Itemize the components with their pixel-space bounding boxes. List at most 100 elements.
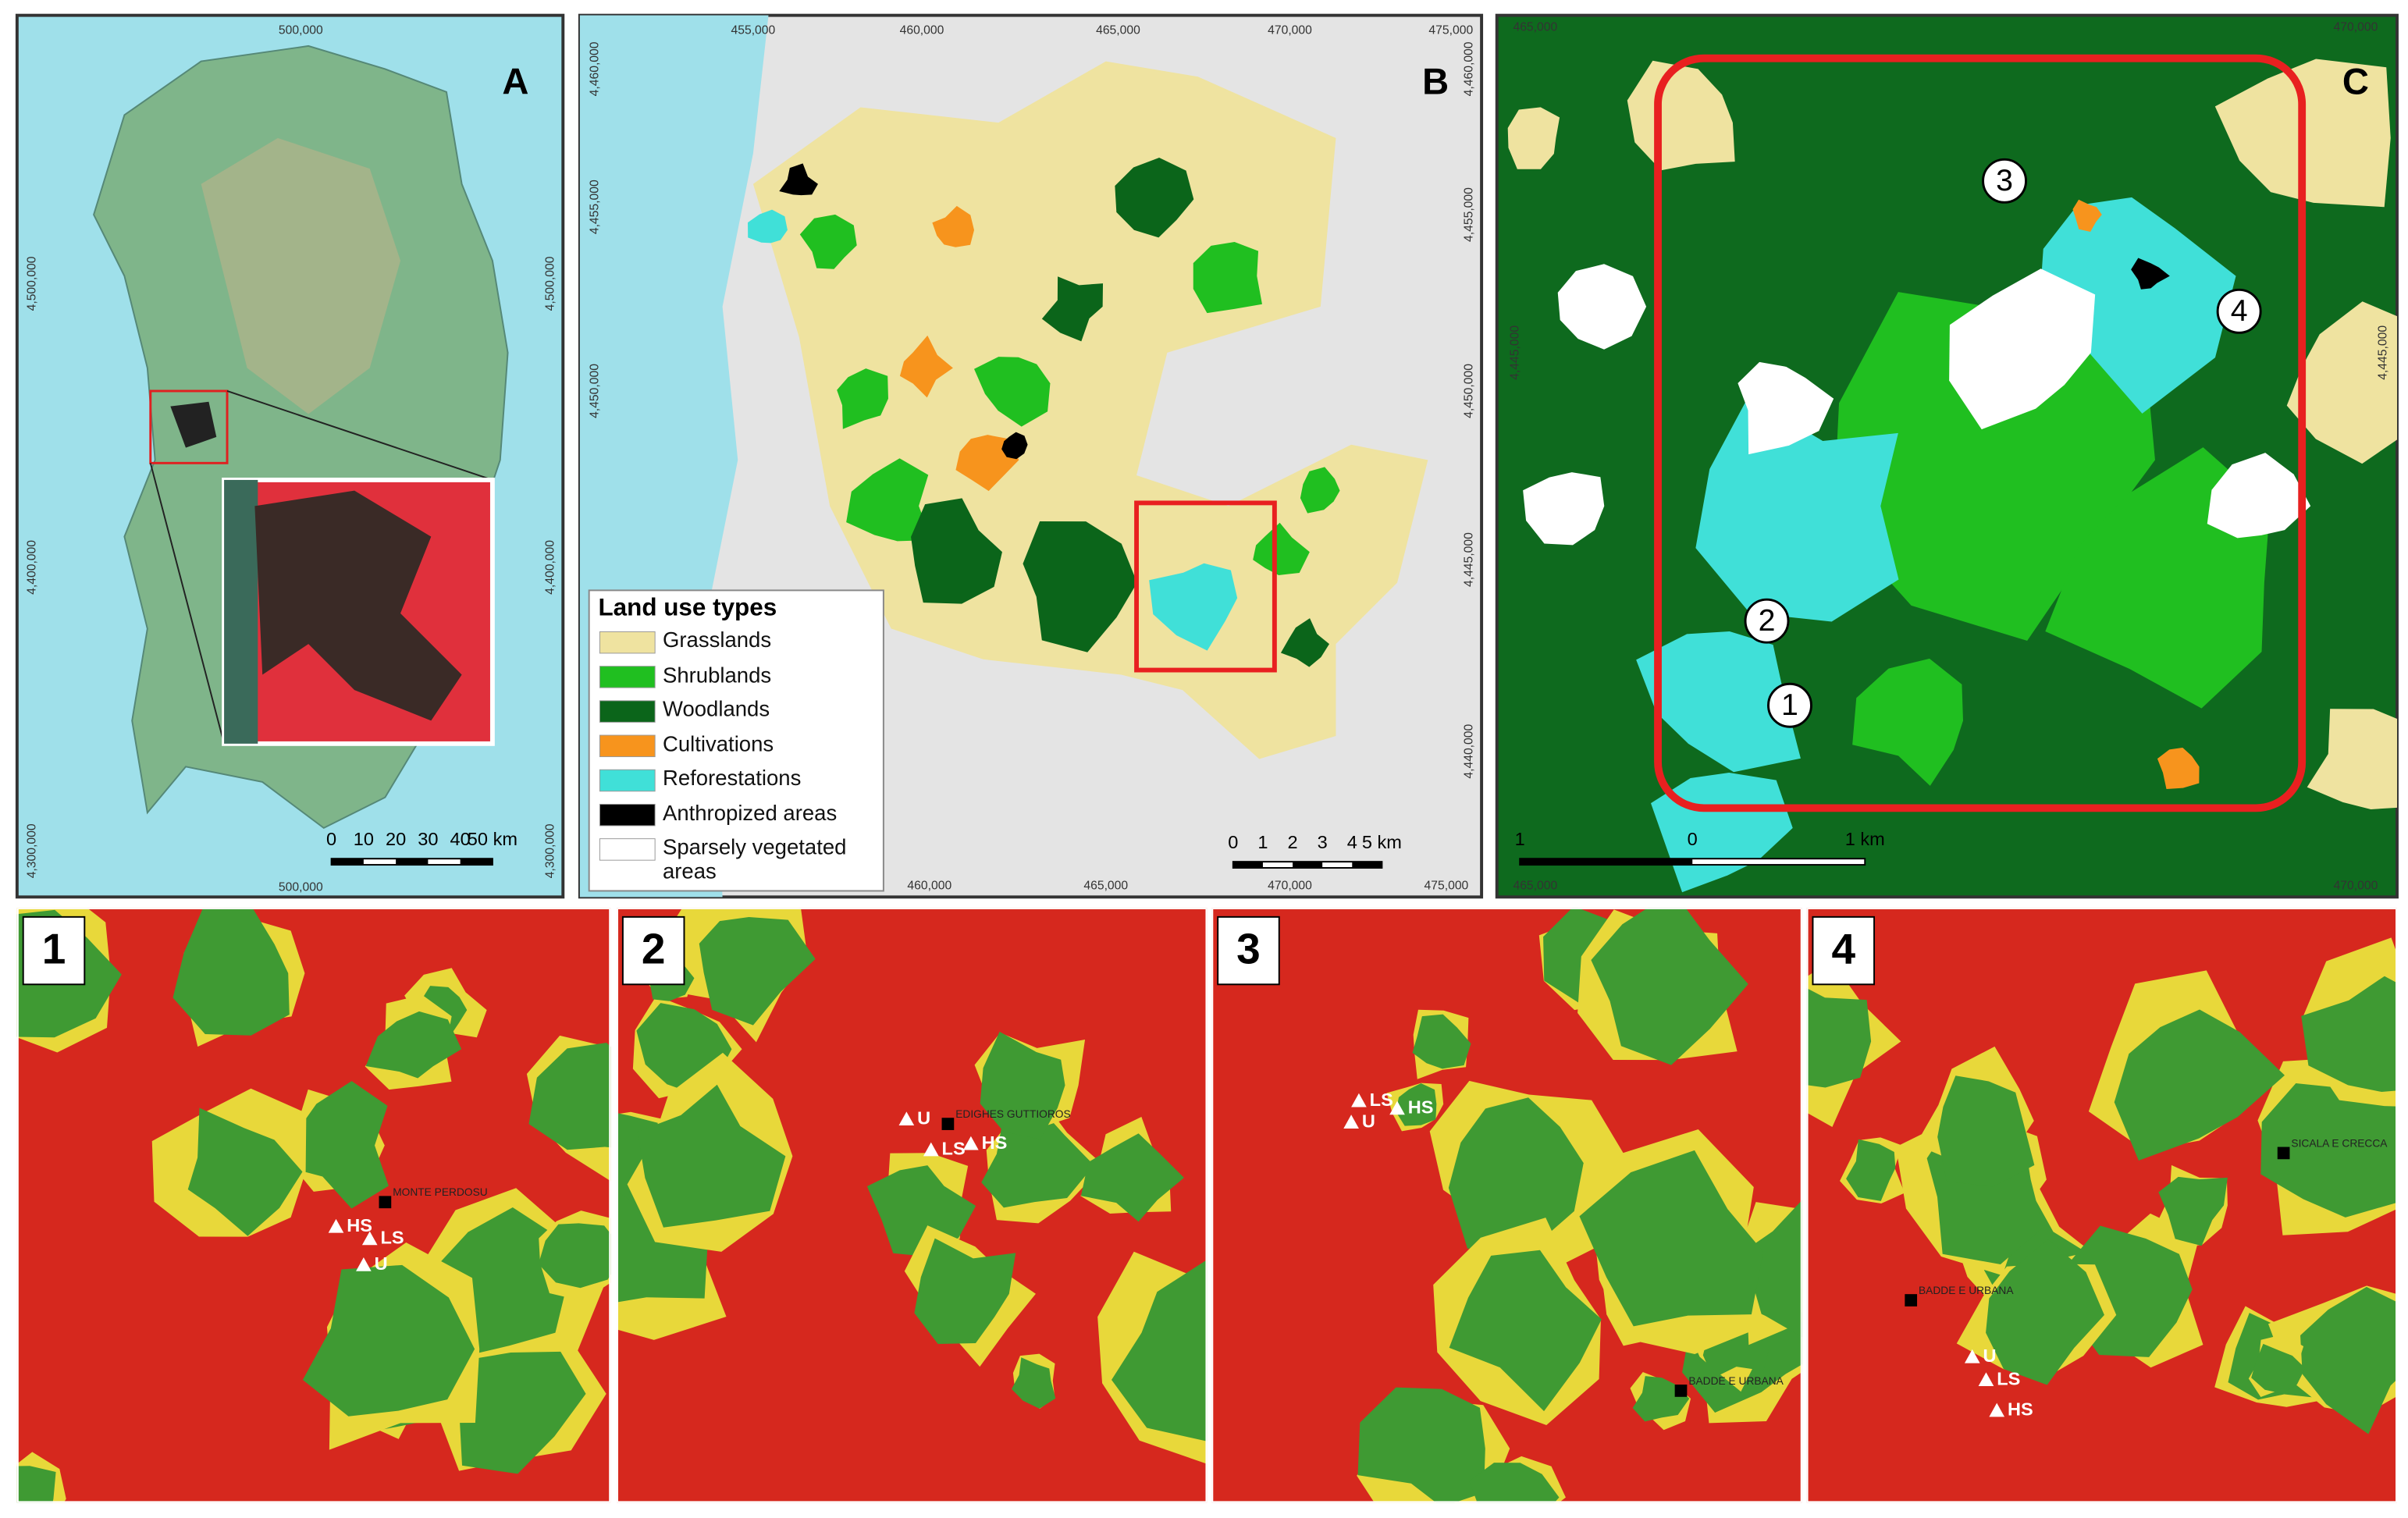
scale-segment <box>1520 859 1693 866</box>
patch <box>1011 1357 1056 1409</box>
tick-label: 500,000 <box>279 23 323 37</box>
study-area <box>1654 54 2307 812</box>
patch <box>173 908 290 1036</box>
patch <box>1412 1014 1471 1069</box>
tick-label: 470,000 <box>1268 880 1312 893</box>
scale-label: 10 <box>354 829 374 849</box>
tick-label: 4,455,000 <box>1463 187 1476 242</box>
tick-label: 4,445,000 <box>1463 532 1476 587</box>
patch <box>451 1346 586 1474</box>
patch <box>1041 276 1104 342</box>
scale-segment <box>1232 862 1263 868</box>
patch <box>1448 1097 1584 1249</box>
patch <box>799 214 857 269</box>
tick-label: 4,300,000 <box>26 823 39 878</box>
tick-label: 475,000 <box>1425 880 1469 893</box>
plot-marker <box>1343 1115 1359 1129</box>
patch <box>1949 268 2096 430</box>
scale-label: 0 <box>326 829 336 849</box>
scale-label: 5 km <box>1362 832 1402 852</box>
legend-label: Reforestations <box>662 765 802 790</box>
patch <box>1738 361 1834 455</box>
patch <box>2286 301 2397 464</box>
patch <box>283 1081 389 1209</box>
panel-a <box>15 13 565 899</box>
plot-marker <box>328 1218 344 1233</box>
site-marker <box>1982 158 2028 204</box>
site-marker <box>1767 682 1812 728</box>
plot-marker <box>1989 1402 2005 1417</box>
scale-label: 30 <box>418 829 438 849</box>
plot-label: HS <box>982 1132 1008 1153</box>
patch <box>1193 242 1262 314</box>
place-name: MONTE PERDOSU <box>393 1186 487 1198</box>
patch <box>1695 396 1899 622</box>
patch <box>1986 1239 2104 1385</box>
patch <box>1846 1139 1896 1201</box>
tick-label: 4,450,000 <box>589 364 602 418</box>
patch <box>1115 157 1194 238</box>
inset-sea <box>224 479 258 744</box>
tick-label: 470,000 <box>1268 23 1312 37</box>
patch <box>2300 1286 2397 1434</box>
plot-marker <box>898 1111 915 1126</box>
inset-burn <box>254 490 462 721</box>
tick-label: 4,400,000 <box>544 540 557 595</box>
scale-segment <box>1293 862 1323 868</box>
patch <box>1523 472 1605 546</box>
site-panel: 1 HS LS U MONTE PERDOSU <box>16 908 611 1503</box>
tick-label: 4,445,000 <box>1508 325 1521 380</box>
scale-label: 1 <box>1515 829 1525 849</box>
legend-item: Woodlands <box>662 695 770 721</box>
legend-item: Reforestations <box>662 765 802 790</box>
legend-swatch <box>599 700 656 723</box>
plot-label: HS <box>347 1215 372 1235</box>
scale-segment <box>460 859 493 866</box>
place-marker <box>1674 1385 1688 1397</box>
plot-label: HS <box>1408 1097 1434 1118</box>
scale-label: 50 km <box>468 829 518 849</box>
patch <box>699 917 816 1026</box>
patch <box>637 1084 786 1228</box>
legend-label: Woodlands <box>662 695 770 721</box>
legend-swatch <box>599 666 656 688</box>
scale-label: 0 <box>1688 829 1698 849</box>
tick-label: 470,000 <box>2334 21 2378 34</box>
burned-area <box>170 401 217 448</box>
patch <box>365 1011 462 1079</box>
tick-label: 4,445,000 <box>2376 325 2389 380</box>
legend-label: Anthropized areas <box>662 799 838 824</box>
plot-marker <box>361 1231 378 1246</box>
patch <box>1469 1463 1560 1503</box>
patch <box>2260 1083 2397 1218</box>
patch <box>2114 1009 2285 1161</box>
tick-label: 4,460,000 <box>589 41 602 96</box>
legend-label: Grasslands <box>662 627 772 652</box>
tick-label: 465,000 <box>1513 21 1557 34</box>
legend-item: Grasslands <box>662 627 772 652</box>
legend-label: Sparsely vegetated areas <box>662 834 847 883</box>
patch <box>2301 976 2397 1093</box>
patch <box>528 1042 611 1150</box>
patch <box>899 335 953 398</box>
relief <box>201 137 401 414</box>
plot-label: U <box>1362 1111 1375 1131</box>
legend-swatch <box>599 734 656 758</box>
patch <box>1300 467 1340 514</box>
label-box <box>22 915 86 986</box>
patch <box>1579 1150 1764 1327</box>
patch <box>914 1238 1016 1345</box>
zoom-box <box>1134 500 1277 673</box>
scale-label: 4 <box>1347 832 1357 852</box>
panel-label: 2 <box>642 925 666 973</box>
patch <box>779 163 818 196</box>
scale-label: 1 <box>1257 832 1268 852</box>
patch <box>1357 1387 1485 1503</box>
patch <box>538 1223 611 1289</box>
tick-label: 460,000 <box>907 880 951 893</box>
connector <box>226 390 493 481</box>
scale-label: 20 <box>386 829 406 849</box>
plot-label: LS <box>1370 1090 1393 1110</box>
patch <box>302 1264 475 1417</box>
